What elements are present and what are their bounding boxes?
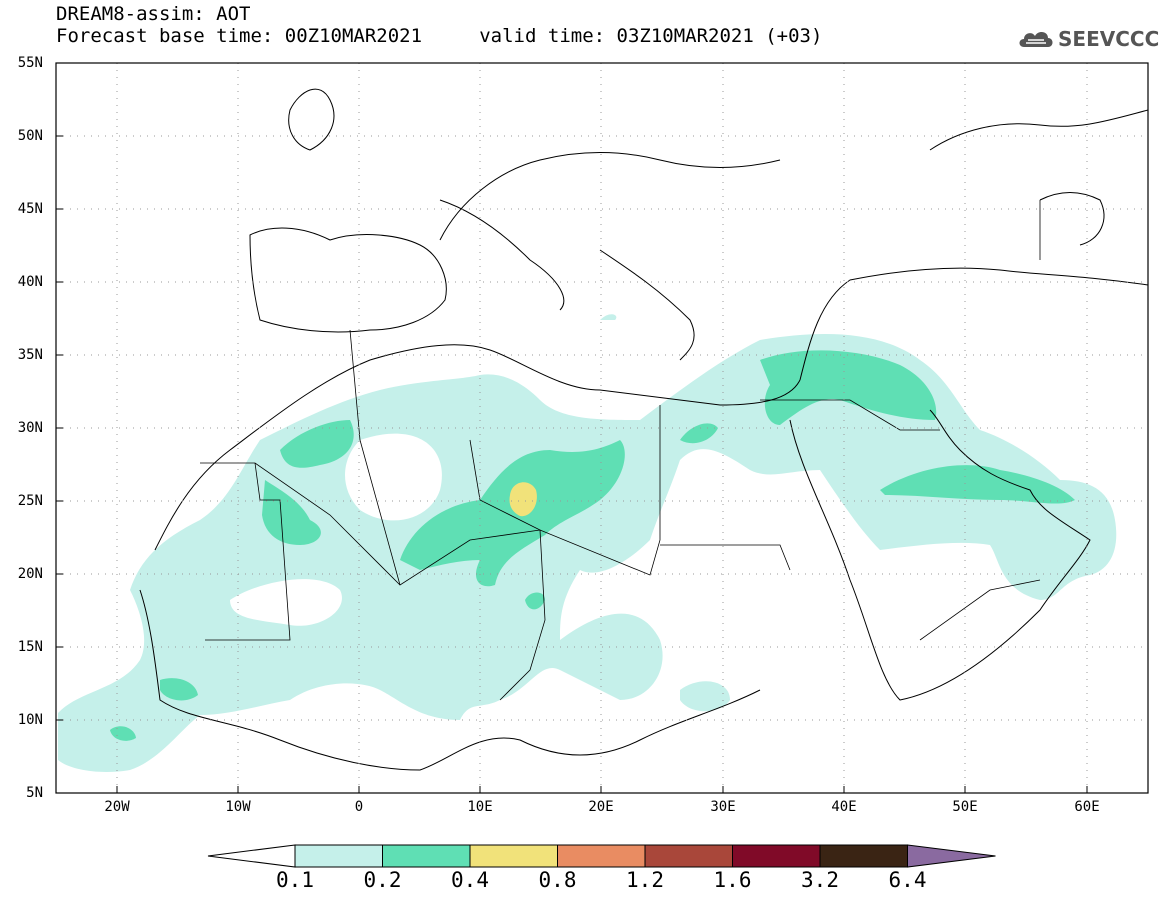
lon-label: 20W xyxy=(104,799,130,815)
lon-label: 20E xyxy=(588,799,614,815)
colorbar-tick-label: 0.1 xyxy=(276,868,314,892)
lat-label: 10N xyxy=(17,712,43,728)
country-borders xyxy=(200,200,1041,701)
aot-band-0-1 xyxy=(58,314,1117,772)
lon-label: 50E xyxy=(952,799,978,815)
aot-band-0-2 xyxy=(110,350,1075,741)
colorbar-tick-label: 0.8 xyxy=(538,868,577,892)
lon-label: 40E xyxy=(831,799,857,815)
lat-label: 55N xyxy=(17,55,43,71)
lat-label: 50N xyxy=(17,128,43,144)
lat-label: 15N xyxy=(17,639,43,655)
lat-label: 5N xyxy=(26,785,43,801)
lat-label: 45N xyxy=(17,201,43,217)
lat-label: 40N xyxy=(17,274,43,290)
lon-label: 10E xyxy=(467,799,493,815)
colorbar-tick-label: 1.6 xyxy=(713,868,752,892)
colorbar-tick-label: 3.2 xyxy=(801,868,839,892)
axis-ticks xyxy=(56,135,1088,793)
colorbar-tick-label: 0.2 xyxy=(363,868,402,892)
graticule xyxy=(56,63,1148,793)
lat-label: 30N xyxy=(17,420,43,436)
lon-label: 60E xyxy=(1074,799,1100,815)
lat-label: 20N xyxy=(17,566,43,582)
map-title: DREAM8-assim: AOT xyxy=(56,3,251,25)
coastlines xyxy=(139,88,1148,771)
colorbar-tick-label: 0.4 xyxy=(451,868,489,892)
lat-label: 25N xyxy=(17,493,43,509)
lat-label: 35N xyxy=(17,347,43,363)
lon-label: 10W xyxy=(225,799,251,815)
forecast-time-line: Forecast base time: 00Z10MAR2021 valid t… xyxy=(56,25,823,47)
lon-label: 30E xyxy=(710,799,736,815)
colorbar-tick-label: 1.2 xyxy=(626,868,664,892)
aot-band-0-4 xyxy=(509,482,537,517)
colorbar-tick-label: 6.4 xyxy=(888,868,927,892)
cloud-logo-icon xyxy=(1019,32,1053,47)
lon-label: 0 xyxy=(354,799,364,815)
logo-text: SEEVCCC xyxy=(1058,27,1160,51)
